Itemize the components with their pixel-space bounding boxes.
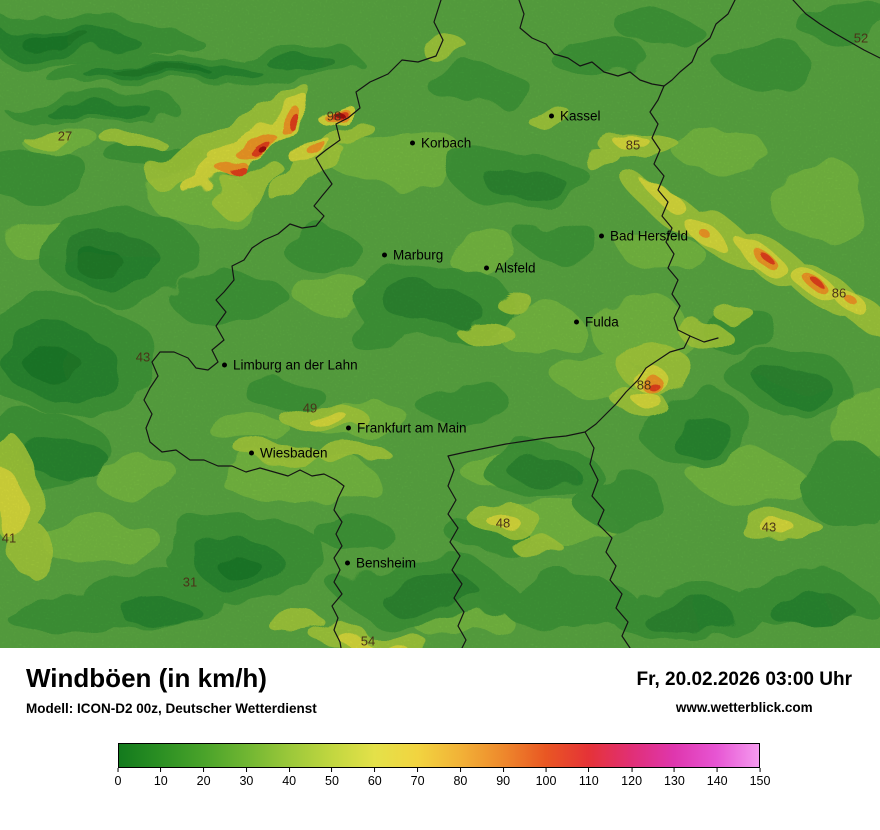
city-marker-korbach: Korbach xyxy=(410,136,471,151)
legend-tick: 90 xyxy=(496,768,510,788)
city-dot xyxy=(382,252,387,258)
wind-value: 52 xyxy=(853,30,869,46)
city-label: Korbach xyxy=(421,135,472,151)
state-borders xyxy=(143,0,880,648)
map-title: Windböen (in km/h) xyxy=(26,663,267,693)
wind-map-canvas xyxy=(0,0,880,648)
legend-gradient-bar xyxy=(118,742,760,768)
wind-value: 27 xyxy=(57,128,73,144)
wind-value: 41 xyxy=(1,530,17,546)
legend-tick: 80 xyxy=(453,768,467,788)
city-label: Bensheim xyxy=(356,555,417,571)
legend-tick: 100 xyxy=(536,768,557,788)
city-dot xyxy=(599,233,604,239)
city-marker-marburg: Marburg xyxy=(382,248,443,263)
city-label: Alsfeld xyxy=(495,260,536,276)
city-marker-fulda: Fulda xyxy=(574,315,619,330)
wind-value: 85 xyxy=(625,137,641,153)
footer-panel: Windböen (in km/h) Modell: ICON-D2 00z, … xyxy=(0,648,880,792)
city-dot xyxy=(484,265,489,271)
city-label: Frankfurt am Main xyxy=(357,420,467,436)
wind-value: 31 xyxy=(182,574,198,590)
wind-value: 54 xyxy=(360,633,376,649)
city-dot xyxy=(410,140,415,146)
legend-tick: 30 xyxy=(239,768,253,788)
city-marker-wiesbaden: Wiesbaden xyxy=(249,446,328,461)
wind-value: 98 xyxy=(326,108,342,124)
wind-value: 43 xyxy=(761,519,777,535)
legend-tick: 20 xyxy=(197,768,211,788)
legend-tick: 140 xyxy=(707,768,728,788)
city-marker-frankfurt: Frankfurt am Main xyxy=(346,421,467,436)
city-marker-bensheim: Bensheim xyxy=(345,556,416,571)
footer-right: Fr, 20.02.2026 03:00 Uhr www.wetterblick… xyxy=(637,664,852,716)
wind-value: 48 xyxy=(495,515,511,531)
legend-tick: 10 xyxy=(154,768,168,788)
city-label: Limburg an der Lahn xyxy=(233,357,358,373)
wind-value: 43 xyxy=(135,349,151,365)
city-label: Marburg xyxy=(393,247,444,263)
city-dot xyxy=(249,450,254,456)
city-label: Kassel xyxy=(560,108,601,124)
footer-left: Windböen (in km/h) Modell: ICON-D2 00z, … xyxy=(26,663,317,716)
model-info: Modell: ICON-D2 00z, Deutscher Wetterdie… xyxy=(26,700,317,716)
city-marker-bad-hersfeld: Bad Hersfeld xyxy=(599,229,688,244)
legend-tick: 130 xyxy=(664,768,685,788)
city-label: Wiesbaden xyxy=(260,445,328,461)
city-marker-kassel: Kassel xyxy=(549,109,601,124)
city-dot xyxy=(345,560,350,566)
city-marker-alsfeld: Alsfeld xyxy=(484,261,536,276)
legend-tick: 110 xyxy=(579,768,599,788)
wind-value: 88 xyxy=(636,377,652,393)
legend-tick: 50 xyxy=(325,768,339,788)
city-label: Bad Hersfeld xyxy=(610,228,689,244)
city-dot xyxy=(222,362,227,368)
forecast-datetime: Fr, 20.02.2026 03:00 Uhr xyxy=(636,669,852,690)
legend-tick: 70 xyxy=(411,768,425,788)
legend-tick: 120 xyxy=(621,768,642,788)
legend-tick: 40 xyxy=(282,768,296,788)
legend-ticks: 0 10 20 30 40 50 60 70 80 90 100 110 120… xyxy=(115,768,771,792)
city-label: Fulda xyxy=(585,314,619,330)
wind-map: Kassel Korbach Marburg Alsfeld Bad Hersf… xyxy=(0,0,880,648)
city-dot xyxy=(574,319,579,325)
legend: 0 10 20 30 40 50 60 70 80 90 100 110 120… xyxy=(115,742,771,792)
city-dot xyxy=(346,425,351,431)
wind-value: 86 xyxy=(831,285,847,301)
city-dot xyxy=(549,113,554,119)
wind-value: 49 xyxy=(302,400,318,416)
legend-tick: 60 xyxy=(368,768,382,788)
website-text: www.wetterblick.com xyxy=(675,700,813,715)
legend-tick: 150 xyxy=(750,768,771,788)
city-marker-limburg: Limburg an der Lahn xyxy=(222,358,358,373)
legend-tick: 0 xyxy=(115,768,122,788)
